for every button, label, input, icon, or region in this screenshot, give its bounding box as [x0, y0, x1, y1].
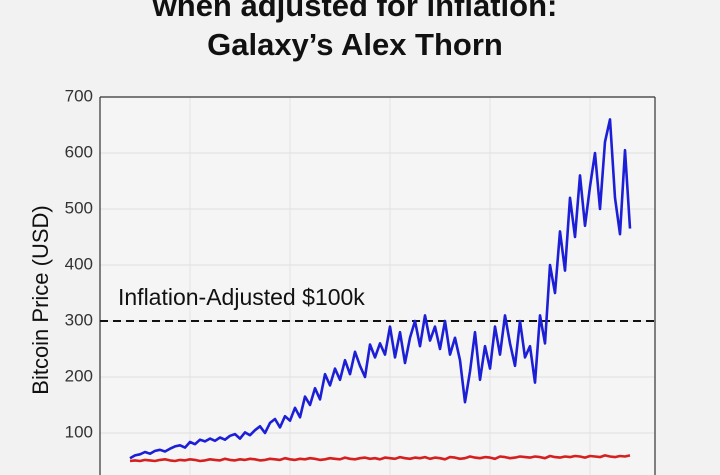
- y-tick-label: 700: [65, 86, 93, 105]
- y-tick-label: 200: [65, 366, 93, 385]
- y-axis-label: Bitcoin Price (USD): [28, 205, 53, 394]
- chart-title-line: Galaxy’s Alex Thorn: [207, 27, 503, 62]
- annotation: Inflation-Adjusted $100k: [118, 284, 365, 310]
- y-tick-label: 300: [65, 310, 93, 329]
- y-tick-label: 500: [65, 198, 93, 217]
- y-tick-label: 400: [65, 254, 93, 273]
- series-line: [129, 454, 631, 463]
- chart-title-line: when adjusted for inflation:: [152, 0, 558, 23]
- y-tick-label: 100: [65, 422, 93, 441]
- y-tick-label: 600: [65, 142, 93, 161]
- plot-background: [100, 97, 655, 475]
- series-line: [129, 118, 632, 460]
